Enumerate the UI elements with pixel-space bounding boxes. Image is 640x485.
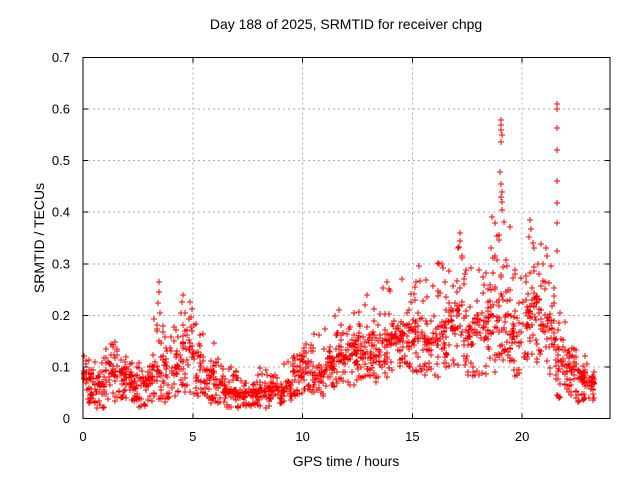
y-tick-label: 0.1 [52,359,70,374]
x-tick-label: 5 [189,429,196,444]
chart-title: Day 188 of 2025, SRMTID for receiver chp… [210,16,482,32]
tick-marks [82,57,610,419]
grid-path [83,57,610,419]
x-tick-label: 0 [79,429,86,444]
y-tick-label: 0.3 [52,256,70,271]
x-axis-label: GPS time / hours [293,453,400,469]
x-tick-label: 10 [295,429,309,444]
x-tick-label: 15 [405,429,419,444]
grid-lines [83,57,610,419]
y-tick-label: 0 [63,411,70,426]
scatter-markers [81,101,597,411]
y-tick-labels: 0 0.1 0.2 0.3 0.4 0.5 0.6 0.7 [52,50,70,426]
y-tick-label: 0.2 [52,308,70,323]
x-tick-label: 20 [515,429,529,444]
data-points [81,101,597,411]
x-tick-labels: 0 5 10 15 20 [79,429,529,444]
y-tick-label: 0.6 [52,102,70,117]
y-axis-label: SRMTID / TECUs [31,183,47,293]
plot-border [82,57,611,419]
axis-ticks [82,57,610,419]
y-tick-label: 0.7 [52,50,70,65]
y-tick-label: 0.5 [52,153,70,168]
y-tick-label: 0.4 [52,205,70,220]
plot-border-rect [82,57,611,419]
